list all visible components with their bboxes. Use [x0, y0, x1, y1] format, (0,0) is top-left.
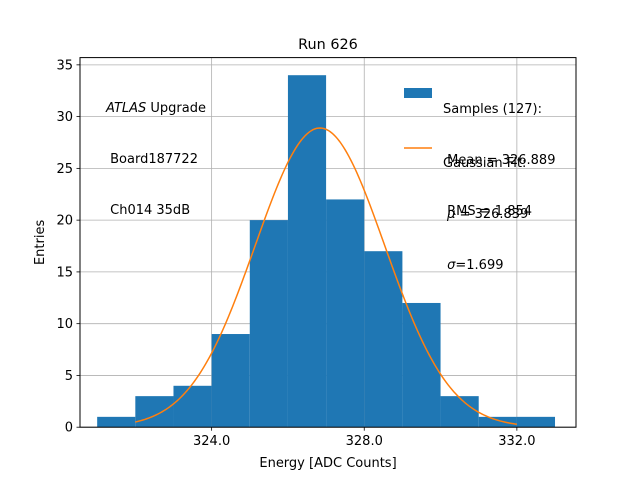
y-tick-label-0: 0: [65, 421, 73, 436]
gaussian-fit-curve: [135, 127, 517, 425]
y-tick-label-6: 30: [56, 110, 73, 125]
annotation-board: Board187722: [106, 152, 198, 167]
x-tick-label-1: 328.0: [346, 434, 383, 449]
histogram-bar-6: [326, 199, 365, 428]
histogram-bar-4: [249, 220, 288, 428]
chart-title: Run 626: [298, 37, 358, 53]
annotation-experiment: ATLAS: [106, 101, 147, 116]
histogram-bar-3: [211, 334, 250, 428]
x-axis-label: Energy [ADC Counts]: [259, 456, 396, 471]
y-axis-ticks: 0 5 10 15 20 25 30 35: [56, 58, 80, 436]
legend-mu-symbol: μ: [447, 207, 456, 222]
x-axis-ticks: 324.0 328.0 332.0: [193, 427, 535, 449]
legend-samples-header: Samples (127):: [443, 102, 542, 117]
annotation-line-1: ATLAS Upgrade: [106, 100, 206, 117]
legend-sigma: σ=1.699: [443, 257, 528, 274]
x-tick-label-2: 332.0: [498, 434, 535, 449]
annotation-upgrade: Upgrade: [146, 101, 206, 116]
y-tick-label-4: 20: [56, 214, 73, 229]
y-tick-label-3: 15: [56, 265, 73, 280]
legend-fit-header: Gaussian Fit:: [443, 156, 527, 171]
y-tick-label-2: 10: [56, 317, 73, 332]
plot-frame: [79, 57, 577, 428]
y-tick-label-1: 5: [65, 369, 73, 384]
histogram-bar-2: [173, 385, 212, 428]
y-tick-label-7: 35: [56, 58, 73, 73]
legend-samples-text: Samples (127): Mean = 326.889 RMS = 1.85…: [443, 67, 555, 237]
histogram-bar-9: [440, 396, 479, 428]
legend-mu-value: = 326.839: [455, 207, 529, 222]
histogram-bar-7: [364, 251, 403, 428]
histogram-bar-1: [135, 396, 174, 428]
legend-samples-swatch: [404, 88, 432, 98]
y-axis-label: Entries: [33, 220, 48, 266]
legend-sigma-symbol: σ: [447, 258, 456, 273]
legend-rms: RMS = 1.854: [443, 204, 533, 219]
y-tick-label-5: 25: [56, 162, 73, 177]
legend-sigma-value: =1.699: [455, 258, 504, 273]
histogram-bar-10: [478, 416, 517, 428]
legend-fit-text: Gaussian Fit: μ = 326.839 σ=1.699: [443, 121, 528, 291]
annotation-channel: Ch014 35dB: [106, 203, 191, 218]
legend-mu: μ = 326.839: [443, 206, 528, 223]
histogram-bar-0: [97, 416, 136, 428]
atlas-annotation: ATLAS Upgrade Board187722 Ch014 35dB: [106, 66, 206, 236]
histogram-bar-11: [516, 416, 556, 428]
legend-mean: Mean = 326.889: [443, 153, 556, 168]
x-tick-label-0: 324.0: [193, 434, 230, 449]
